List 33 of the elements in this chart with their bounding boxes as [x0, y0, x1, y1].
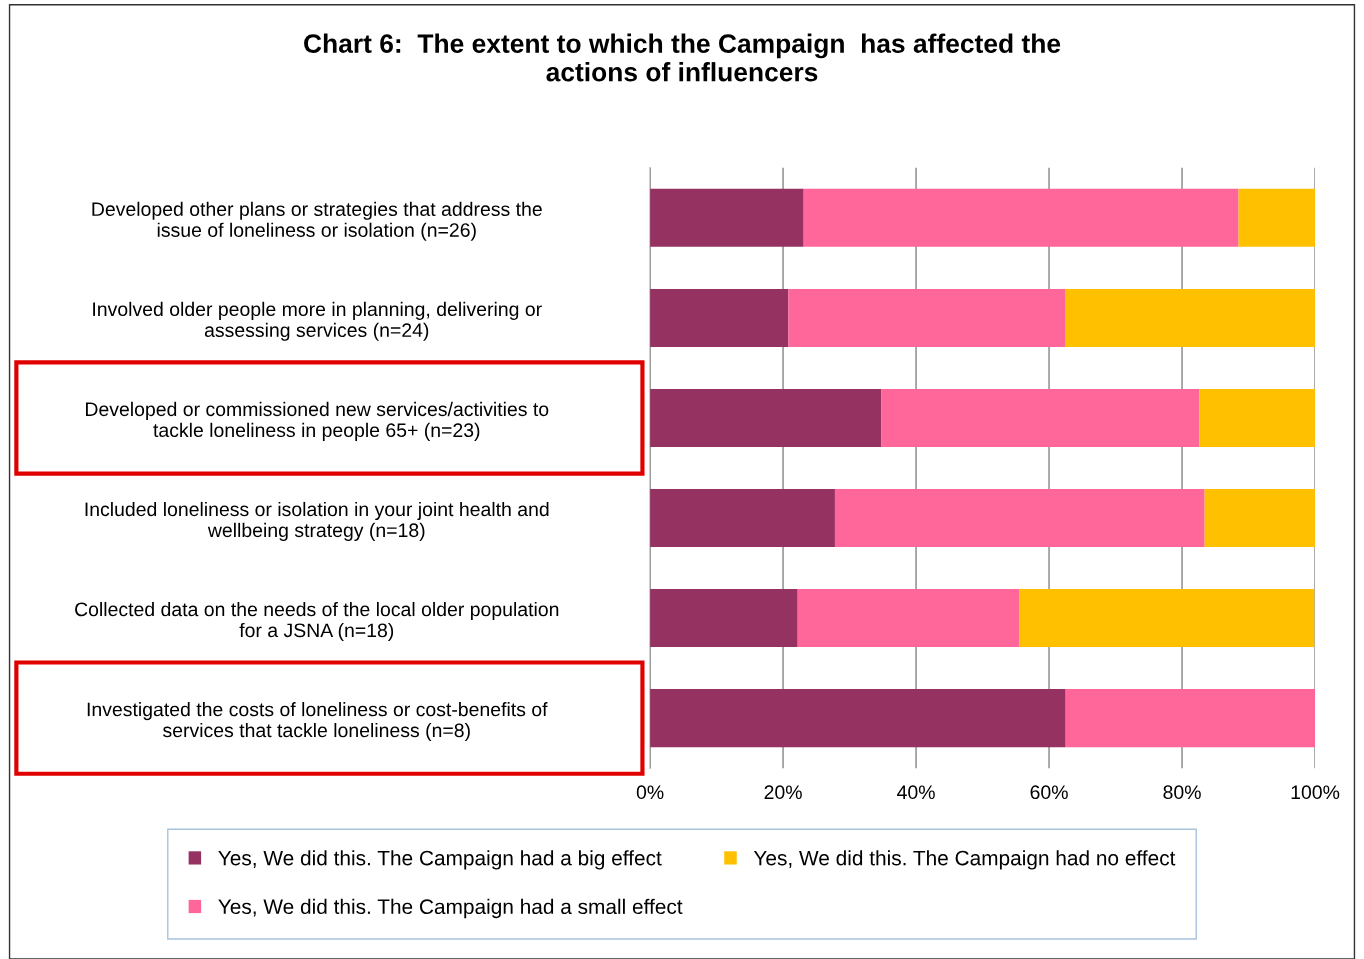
bar — [797, 589, 1020, 648]
bar — [650, 188, 804, 247]
x-tick-label: 100% — [1291, 785, 1340, 800]
bar — [788, 288, 1066, 347]
legend-label: Yes, We did this. The Campaign had no effect — [753, 850, 1176, 870]
y-tick-label: Involved older people more in planning, delivering or assessing services (n=24) — [93, 301, 542, 341]
bar — [1199, 388, 1316, 447]
x-tick-label: 20% — [764, 785, 802, 800]
x-tick-label: 80% — [1163, 785, 1201, 800]
x-tick-label: 0% — [636, 785, 664, 800]
y-tick-label: Collected data on the needs of the local older population for a JSNA (n=18) — [75, 601, 559, 642]
bar — [1204, 489, 1316, 548]
y-tick-label: Investigated the costs of loneliness or cost-benefits of services that tackle loneliness (n=8) — [87, 702, 548, 742]
bar — [1065, 288, 1316, 347]
bar — [834, 489, 1205, 548]
legend-label: Yes, We did this. The Campaign had a small effect — [218, 898, 683, 919]
bar — [650, 489, 835, 548]
bar — [1065, 689, 1316, 748]
y-tick-label: Included loneliness or isolation in your joint health and wellbeing strategy (n=18) — [85, 501, 549, 541]
x-tick-label: 60% — [1030, 785, 1068, 800]
bar — [1238, 188, 1316, 247]
bar — [650, 589, 798, 648]
bar — [1019, 589, 1315, 648]
bar — [650, 388, 882, 447]
y-tick-label: Developed other plans or strategies that address the issue of loneliness or isolation (n=26) — [92, 201, 542, 241]
y-tick-label: Developed or commissioned new services/activities to tackle loneliness in people 65+ (n=23) — [86, 401, 549, 441]
bar — [881, 388, 1200, 447]
legend-label: Yes, We did this. The Campaign had a big effect — [218, 850, 662, 870]
bar — [650, 288, 789, 347]
x-tick-label: 40% — [897, 785, 935, 800]
bar — [803, 188, 1239, 247]
chart-title: Chart 6: The extent to which the Campaign has affected the actions of influencers — [304, 33, 1061, 82]
bar — [650, 689, 1066, 748]
